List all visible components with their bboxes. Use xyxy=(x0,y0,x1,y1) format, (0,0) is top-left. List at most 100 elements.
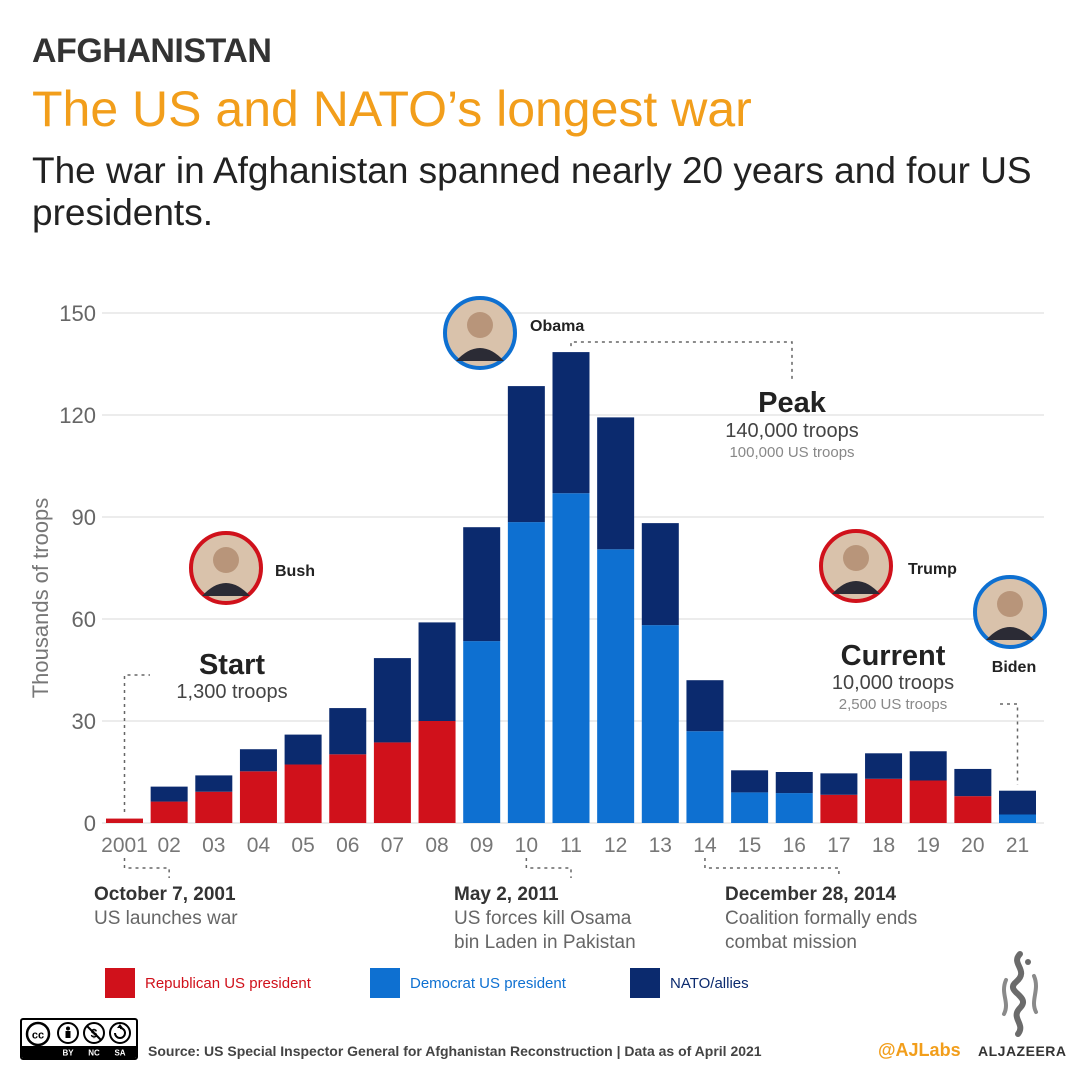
bar-nato-troops xyxy=(999,790,1036,815)
bar-us-troops xyxy=(775,793,813,823)
bar-us-troops xyxy=(954,796,992,823)
x-tick-label: 14 xyxy=(693,834,717,857)
x-tick-label: 05 xyxy=(291,834,314,857)
y-tick-label: 60 xyxy=(72,607,96,632)
start-connector xyxy=(123,674,150,812)
y-tick-label: 120 xyxy=(59,403,96,428)
event-description: combat mission xyxy=(725,932,857,953)
bar-nato-troops xyxy=(597,417,635,550)
x-tick-label: 15 xyxy=(738,834,761,857)
event-connector xyxy=(123,858,170,878)
kicker: AFGHANISTAN xyxy=(32,32,272,70)
x-tick-label: 2001 xyxy=(101,834,148,857)
cc-license-badge: cc $ BY NC SA xyxy=(20,1018,138,1060)
annotation-current-value: 10,000 troops xyxy=(832,672,954,694)
bar-us-troops xyxy=(507,522,545,823)
bar-nato-troops xyxy=(820,773,858,795)
event-date: October 7, 2001 xyxy=(94,884,236,905)
bar-us-troops xyxy=(820,794,858,823)
event-connector xyxy=(704,858,840,878)
event-description: bin Laden in Pakistan xyxy=(454,932,636,953)
x-tick-label: 07 xyxy=(381,834,404,857)
legend-swatch-democrat xyxy=(370,968,400,998)
bar-us-troops xyxy=(239,771,277,823)
bar-nato-troops xyxy=(641,523,679,626)
bar-us-troops xyxy=(106,818,143,823)
x-tick-label: 12 xyxy=(604,834,627,857)
bar-nato-troops xyxy=(775,772,813,794)
y-tick-label: 30 xyxy=(72,709,96,734)
x-tick-label: 18 xyxy=(872,834,895,857)
legend-item-nato: NATO/allies xyxy=(630,968,749,998)
president-name-biden: Biden xyxy=(992,659,1036,676)
bar-us-troops xyxy=(329,754,367,823)
bar-us-troops xyxy=(373,742,411,823)
x-tick-label: 19 xyxy=(917,834,940,857)
by-icon xyxy=(57,1022,79,1044)
bar-nato-troops xyxy=(552,352,590,494)
sa-icon xyxy=(109,1022,131,1044)
president-name-bush: Bush xyxy=(275,563,315,580)
bar-nato-troops xyxy=(329,708,367,755)
event-description: US launches war xyxy=(94,908,238,929)
event-description: Coalition formally ends xyxy=(725,908,917,929)
svg-text:cc: cc xyxy=(32,1030,44,1042)
x-tick-label: 06 xyxy=(336,834,359,857)
x-tick-label: 08 xyxy=(425,834,448,857)
brand-wordmark: ALJAZEERA xyxy=(978,1043,1067,1059)
x-tick-label: 11 xyxy=(560,834,582,857)
bar-us-troops xyxy=(418,721,456,823)
ajlabs-handle: @AJLabs xyxy=(878,1040,961,1060)
y-tick-label: 150 xyxy=(59,301,96,326)
bar-us-troops xyxy=(686,731,724,823)
subtitle: The war in Afghanistan spanned nearly 20… xyxy=(32,150,1032,233)
bar-us-troops xyxy=(463,641,501,823)
y-tick-label: 0 xyxy=(84,811,96,836)
legend-label-republican: Republican US president xyxy=(145,974,311,992)
bar-nato-troops xyxy=(731,770,769,793)
source-note: Source: US Special Inspector General for… xyxy=(148,1043,762,1059)
bar-us-troops xyxy=(999,814,1036,823)
bar-us-troops xyxy=(195,791,233,823)
bar-nato-troops xyxy=(686,680,724,732)
aljazeera-logo-icon xyxy=(1002,951,1038,1037)
president-name-obama: Obama xyxy=(530,318,584,335)
bar-us-troops xyxy=(641,625,679,823)
event-description: US forces kill Osama xyxy=(454,908,632,929)
bar-us-troops xyxy=(731,792,769,823)
portrait-suit-biden xyxy=(986,627,1034,640)
bar-nato-troops xyxy=(239,749,277,772)
bar-nato-troops xyxy=(373,658,411,743)
legend-item-democrat: Democrat US president xyxy=(370,968,566,998)
cc-icon: cc xyxy=(25,1021,51,1047)
bar-nato-troops xyxy=(463,527,501,642)
x-tick-label: 16 xyxy=(783,834,806,857)
bar-nato-troops xyxy=(909,751,947,781)
nc-icon: $ xyxy=(83,1022,105,1044)
y-axis-title: Thousands of troops xyxy=(28,498,53,699)
x-tick-label: 20 xyxy=(961,834,984,857)
event-date: December 28, 2014 xyxy=(725,884,897,905)
bar-us-troops xyxy=(552,493,590,823)
x-tick-label: 04 xyxy=(247,834,271,857)
x-tick-label: 21 xyxy=(1006,834,1029,857)
x-tick-label: 02 xyxy=(157,834,180,857)
annotation-peak-value: 140,000 troops xyxy=(725,420,858,442)
peak-connector xyxy=(570,341,793,380)
bar-nato-troops xyxy=(150,786,188,802)
annotation-current-heading: Current xyxy=(841,640,946,672)
annotation-start-value: 1,300 troops xyxy=(176,681,287,703)
portrait-suit-trump xyxy=(832,581,880,594)
bar-nato-troops xyxy=(954,768,992,797)
bar-us-troops xyxy=(597,549,635,823)
x-tick-label: 13 xyxy=(649,834,672,857)
annotation-current-detail: 2,500 US troops xyxy=(839,696,947,713)
cc-label-by: BY xyxy=(62,1049,74,1058)
cc-label-nc: NC xyxy=(88,1049,100,1058)
bar-us-troops xyxy=(150,801,188,823)
y-tick-label: 90 xyxy=(72,505,96,530)
legend-item-republican: Republican US president xyxy=(105,968,311,998)
bar-nato-troops xyxy=(195,775,233,792)
legend-swatch-nato xyxy=(630,968,660,998)
bar-nato-troops xyxy=(284,734,322,765)
